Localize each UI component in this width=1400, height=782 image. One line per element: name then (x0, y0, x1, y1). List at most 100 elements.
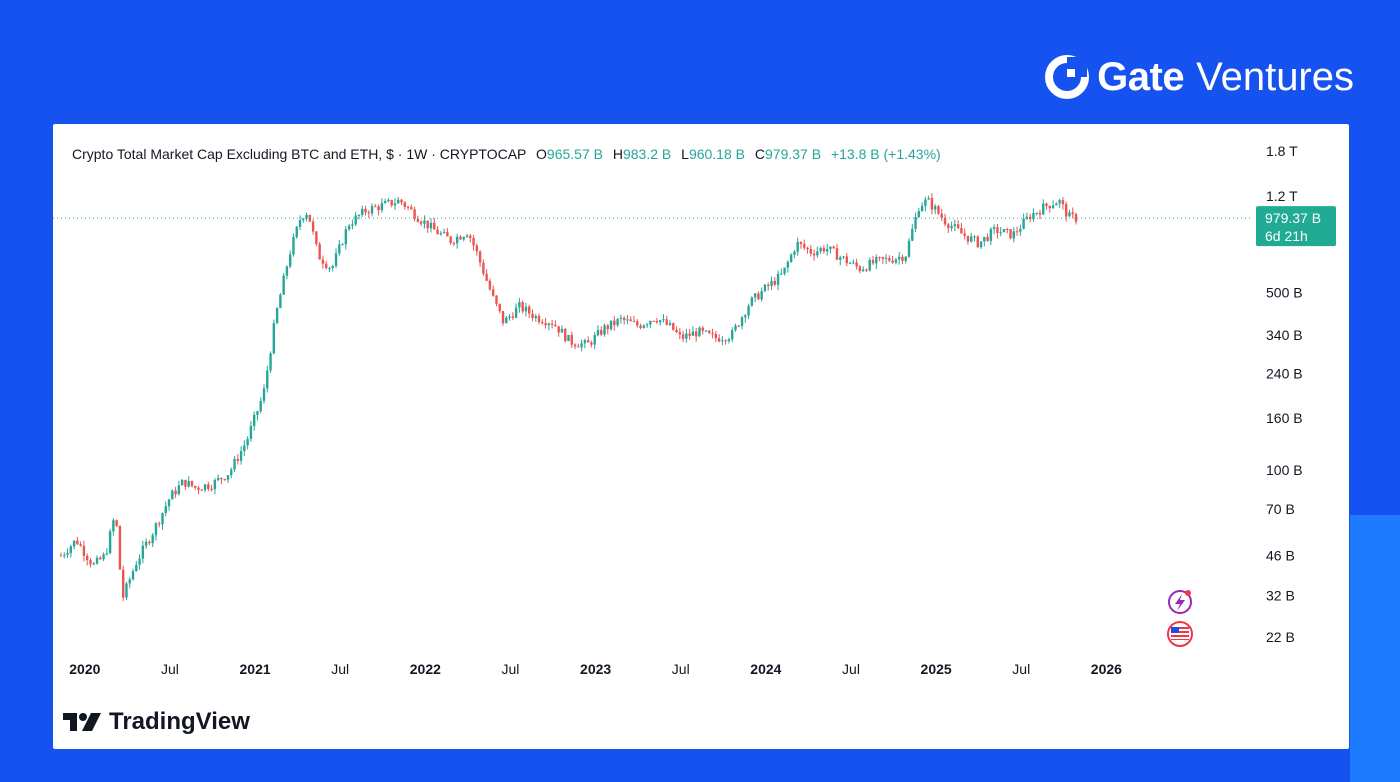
candle-body (285, 266, 289, 276)
candle-body (855, 262, 858, 267)
candle-body (478, 251, 482, 263)
candle-body (361, 208, 364, 216)
tradingview-icon (63, 713, 101, 731)
candle-body (288, 254, 292, 267)
candle-body (888, 258, 891, 261)
candle-body (302, 218, 305, 221)
candle-body (82, 545, 86, 556)
ohlc-change: +13.8 B (+1.43%) (830, 146, 941, 162)
candle-body (845, 256, 849, 264)
candle-body (819, 247, 822, 252)
candle-body (668, 323, 672, 325)
candle-body (1064, 204, 1068, 217)
candle-body (243, 445, 246, 451)
candle-body (1051, 205, 1055, 209)
candle-body (534, 315, 537, 319)
candle-body (180, 479, 184, 486)
candle-body (341, 244, 344, 246)
candle-body (878, 257, 881, 259)
event-icons[interactable] (1167, 590, 1193, 647)
candle-body (344, 229, 348, 245)
candle-body (930, 197, 934, 210)
candle-body (374, 206, 377, 208)
candle-body (731, 330, 734, 340)
candle-body (66, 553, 69, 555)
candle-body (708, 330, 711, 334)
candle-body (1048, 205, 1052, 209)
candle-body (446, 231, 449, 237)
y-tick-label: 32 B (1266, 588, 1295, 604)
candle-body (203, 484, 207, 491)
x-tick-label: Jul (331, 661, 349, 677)
candle-body (832, 246, 835, 249)
candle-body (1068, 212, 1071, 217)
candle-body (884, 258, 888, 260)
candle-body (118, 525, 122, 570)
candle-body (230, 469, 233, 476)
candle-body (148, 541, 151, 544)
candle-body (272, 323, 276, 354)
candle-body (403, 202, 406, 207)
candle-body (1074, 214, 1078, 222)
candle-body (151, 535, 154, 544)
candle-body (773, 280, 776, 285)
x-tick-label: Jul (502, 661, 520, 677)
candle-body (262, 388, 266, 401)
x-axis: 2020 Jul 2021 Jul 2022 Jul 2023 Jul 2024 Jul 2025 J… (69, 661, 1122, 677)
candle-body (426, 220, 429, 229)
candle-body (99, 557, 102, 560)
x-tick-label: 2022 (410, 661, 441, 677)
candle-body (321, 259, 325, 264)
candle-body (279, 294, 282, 309)
candle-body (246, 438, 249, 446)
candle-body (891, 260, 894, 263)
candle-body (485, 273, 488, 281)
candle-body (108, 531, 112, 554)
candle-body (436, 229, 439, 235)
lightning-icon (1175, 594, 1185, 611)
candle-body (983, 236, 986, 242)
price-label: 979.37 B 6d 21h (1256, 206, 1336, 247)
x-tick-label: 2025 (921, 661, 952, 677)
price-chart[interactable]: 1.8 T 1.2 T 500 B 340 B 240 B 160 B 100 B 70 B 4… (53, 124, 1349, 749)
candle-body (158, 523, 161, 525)
candle-body (694, 331, 698, 337)
candle-body (704, 330, 708, 332)
candle-body (1061, 200, 1065, 205)
candle-body (1045, 203, 1048, 206)
candle-body (822, 247, 826, 252)
candle-body (367, 212, 370, 214)
candle-body (413, 209, 416, 219)
candle-body (200, 489, 203, 491)
candle-body (590, 342, 593, 345)
y-tick-label: 160 B (1266, 410, 1303, 426)
candle-body (472, 237, 475, 246)
candle-body (999, 232, 1002, 234)
candle-body (102, 554, 105, 560)
candle-body (639, 325, 642, 328)
candle-body (318, 244, 321, 260)
tradingview-text: TradingView (109, 708, 250, 735)
candle-body (714, 333, 718, 339)
candle-body (135, 564, 138, 572)
candle-body (839, 257, 842, 260)
candle-body (757, 293, 760, 300)
candle-body (295, 226, 298, 237)
candle-body (495, 295, 498, 304)
candle-body (1009, 229, 1012, 239)
ohlc-high-label: H (612, 146, 623, 162)
candle-body (442, 231, 446, 233)
candle-body (298, 220, 302, 227)
candle-body (724, 340, 727, 342)
candle-body (259, 400, 262, 412)
candle-body (469, 235, 472, 238)
candle-body (236, 459, 240, 461)
candle-body (786, 262, 790, 268)
candle-body (514, 307, 518, 318)
candle-body (390, 199, 393, 206)
candle-body (433, 222, 436, 230)
candle-body (544, 323, 547, 326)
candle-body (721, 340, 724, 342)
candle-body (95, 557, 99, 564)
x-tick-label: 2020 (69, 661, 100, 677)
